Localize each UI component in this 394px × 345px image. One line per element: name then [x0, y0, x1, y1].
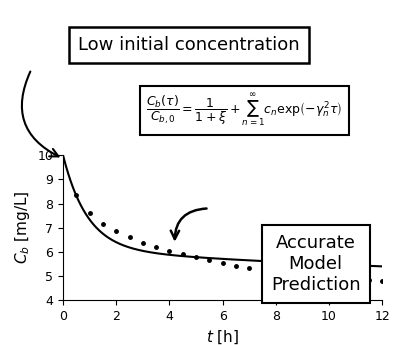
- Text: Accurate
Model
Prediction: Accurate Model Prediction: [271, 234, 361, 294]
- Y-axis label: $C_b$ [mg/L]: $C_b$ [mg/L]: [13, 191, 32, 265]
- Text: Low initial concentration: Low initial concentration: [78, 36, 300, 54]
- X-axis label: $t$ [h]: $t$ [h]: [206, 328, 239, 345]
- Text: $\dfrac{C_b(\tau)}{C_{b,0}} = \dfrac{1}{1+\xi} + \sum_{n=1}^{\infty} c_n \exp\!\: $\dfrac{C_b(\tau)}{C_{b,0}} = \dfrac{1}{…: [146, 92, 342, 129]
